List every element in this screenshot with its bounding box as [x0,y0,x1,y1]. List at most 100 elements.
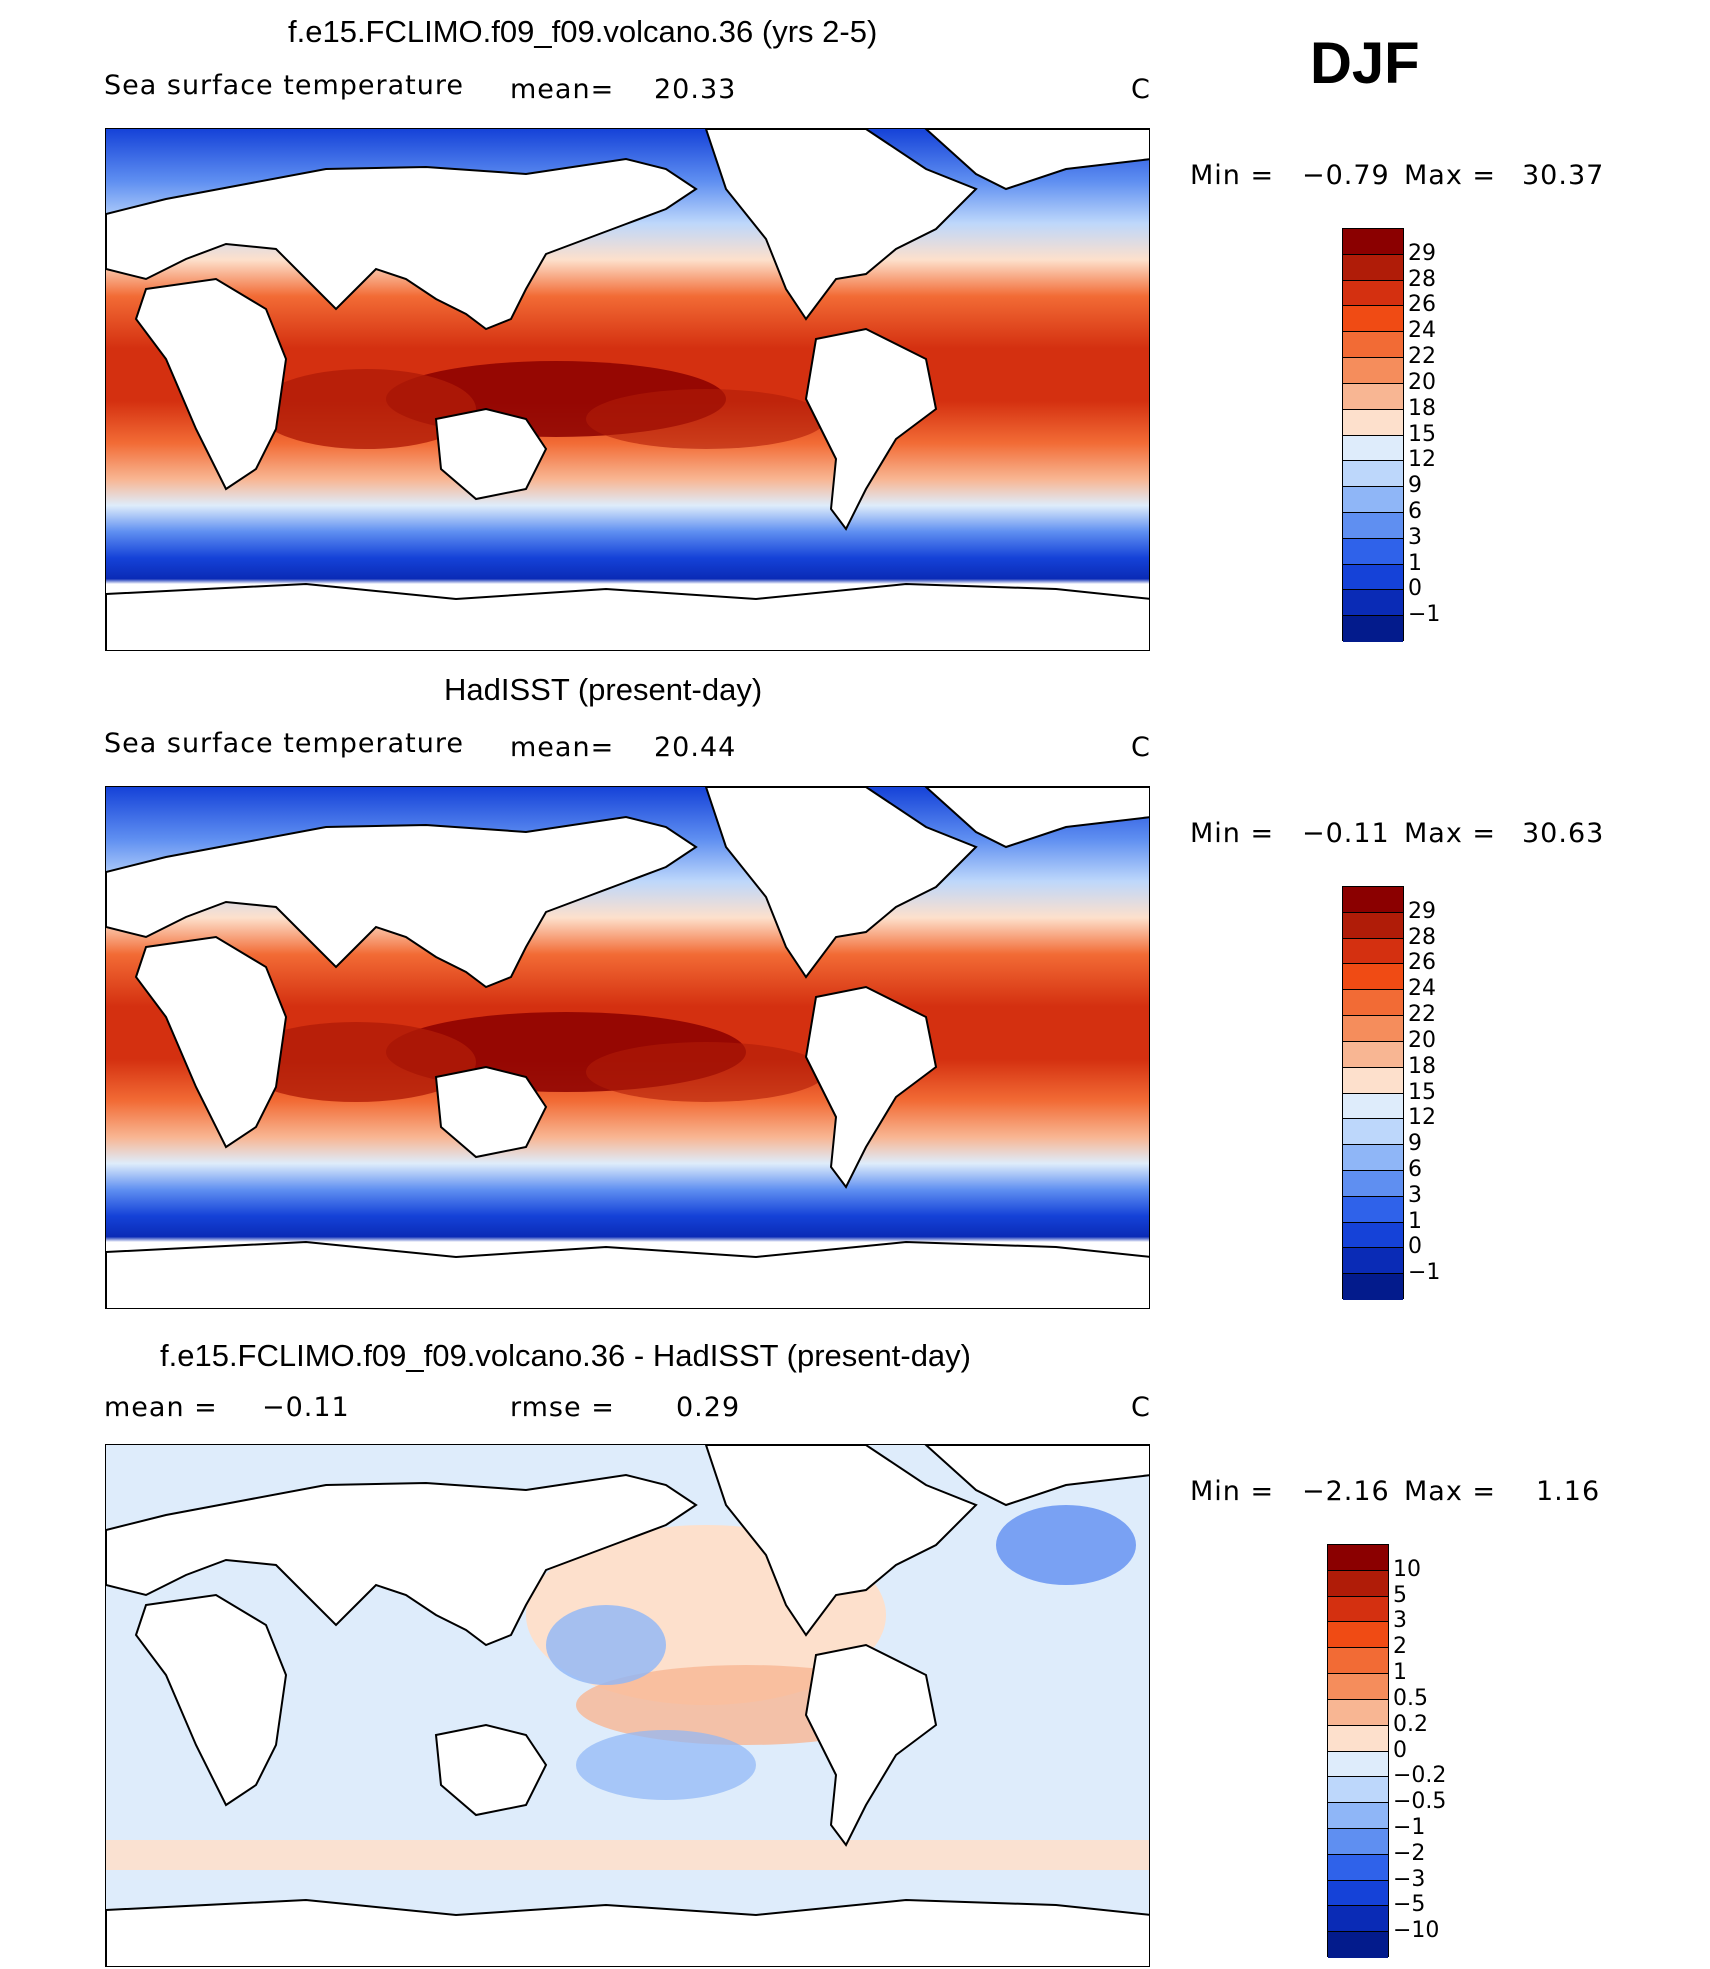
colorbar-tick-label: 24 [1408,318,1436,344]
colorbar-swatch [1328,1699,1388,1726]
colorbar-tick-label: 12 [1408,447,1436,473]
map-frame [105,1444,1150,1967]
rmse-label: rmse = [510,1392,615,1423]
colorbar-swatch [1343,564,1403,591]
colorbar-swatch [1343,1119,1403,1146]
sst-map [106,129,1149,650]
variable-label: Sea surface temperature [104,70,464,101]
max-value: 30.37 [1522,160,1605,191]
colorbar-swatch [1343,280,1403,307]
colorbar-tick-label: 15 [1408,421,1436,447]
colorbar-tick-label: 0.5 [1393,1685,1428,1711]
colorbar-tick-label: 18 [1408,1053,1436,1079]
colorbar-swatch [1343,912,1403,939]
colorbar-tick-label: 28 [1408,924,1436,950]
colorbar-swatch [1343,254,1403,281]
difference-map [106,1445,1149,1966]
colorbar-swatch [1328,1880,1388,1907]
colorbar-tick-label: 6 [1408,1156,1422,1182]
map-frame [105,786,1150,1309]
min-label: Min = [1190,160,1275,191]
colorbar-swatch [1343,1274,1403,1300]
max-label: Max = [1404,160,1497,191]
colorbar-tick-label: 26 [1408,292,1436,318]
max-label: Max = [1404,1476,1497,1507]
colorbar-tick-label: −1 [1408,602,1441,628]
colorbar-tick-label: 15 [1408,1079,1436,1105]
colorbar-swatch [1328,1906,1388,1933]
colorbar-swatch [1343,1067,1403,1094]
colorbar-tick-label: 0 [1408,1234,1422,1260]
colorbar-swatch [1328,1648,1388,1675]
colorbar-swatch [1328,1570,1388,1597]
min-label: Min = [1190,818,1275,849]
colorbar-swatch [1328,1854,1388,1881]
colorbar-swatch [1343,332,1403,359]
colorbar-swatch [1343,1093,1403,1120]
colorbar-tick-label: 29 [1408,898,1436,924]
min-label: Min = [1190,1476,1275,1507]
rmse-value: 0.29 [676,1392,741,1423]
colorbar-tick-label: −10 [1393,1918,1440,1944]
colorbar-swatch [1343,409,1403,436]
mean-value: 20.33 [654,74,737,105]
colorbar-tick-label: 18 [1408,395,1436,421]
colorbar-tick-label: 0 [1393,1737,1407,1763]
mean-label: mean= [510,732,615,763]
colorbar-swatch [1343,938,1403,965]
colorbar-tick-label: −0.2 [1393,1763,1447,1789]
colorbar-tick-label: −1 [1393,1814,1426,1840]
continents [106,129,1149,650]
mean-label: mean = [104,1392,218,1423]
colorbar-tick-label: 3 [1408,524,1422,550]
colorbar-swatch [1343,1041,1403,1068]
colorbar-swatch [1328,1751,1388,1778]
colorbar-swatch [1343,461,1403,488]
colorbar-tick-label: 6 [1408,498,1422,524]
sst-map [106,787,1149,1308]
variable-label: Sea surface temperature [104,728,464,759]
colorbar-swatch [1343,1248,1403,1275]
colorbar-swatch [1343,1196,1403,1223]
mean-value: 20.44 [654,732,737,763]
colorbar-tick-label: 2 [1393,1634,1407,1660]
panel-title: f.e15.FCLIMO.f09_f09.volcano.36 (yrs 2-5… [288,14,878,49]
colorbar-swatch [1343,383,1403,410]
colorbar-tick-label: 28 [1408,266,1436,292]
colorbar-tick-label: 20 [1408,1027,1436,1053]
colorbar-tick-label: 9 [1408,473,1422,499]
min-value: −2.16 [1302,1476,1390,1507]
colorbar-tick-label: −5 [1393,1892,1426,1918]
max-value: 30.63 [1522,818,1605,849]
colorbar-tick-label: 20 [1408,369,1436,395]
colorbar-tick-label: 3 [1408,1182,1422,1208]
colorbar-swatch [1343,887,1403,913]
mean-value: −0.11 [262,1392,350,1423]
colorbar-tick-label: 0.2 [1393,1711,1428,1737]
colorbar-swatch [1343,1145,1403,1171]
units-label: C [1131,732,1151,763]
colorbar-tick-label: 3 [1393,1608,1407,1634]
min-value: −0.79 [1302,160,1390,191]
colorbar [1327,1544,1389,1958]
colorbar-tick-label: −2 [1393,1840,1426,1866]
colorbar-tick-label: 1 [1393,1660,1407,1686]
colorbar [1342,228,1404,642]
panel-title: f.e15.FCLIMO.f09_f09.volcano.36 - HadISS… [160,1338,971,1373]
colorbar-tick-label: 22 [1408,344,1436,370]
season-label: DJF [1310,31,1420,96]
colorbar-swatch [1343,512,1403,539]
units-label: C [1131,1392,1151,1423]
colorbar-swatch [1328,1674,1388,1700]
colorbar-tick-label: 1 [1408,1208,1422,1234]
colorbar-swatch [1343,1016,1403,1042]
colorbar-swatch [1343,538,1403,565]
colorbar-tick-label: 12 [1408,1105,1436,1131]
max-value: 1.16 [1536,1476,1601,1507]
colorbar-swatch [1343,306,1403,333]
colorbar-tick-label: 5 [1393,1582,1407,1608]
colorbar-swatch [1328,1828,1388,1855]
colorbar-tick-label: 24 [1408,976,1436,1002]
colorbar-swatch [1343,964,1403,991]
colorbar-tick-label: 1 [1408,550,1422,576]
